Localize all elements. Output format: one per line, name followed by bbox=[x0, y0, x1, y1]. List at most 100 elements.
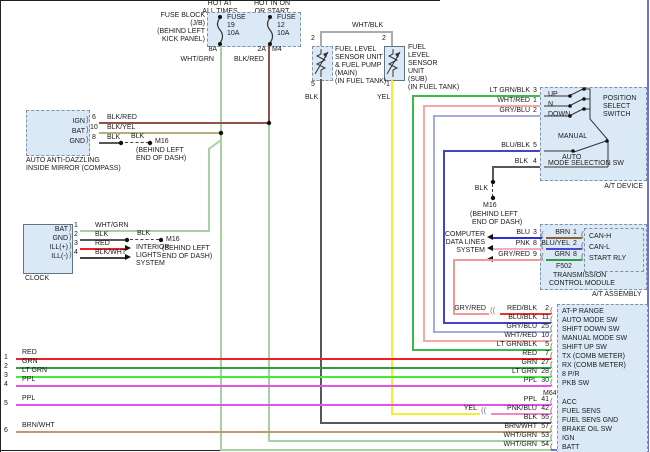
ground-m16: M16 bbox=[155, 138, 169, 145]
wire-number: 1 bbox=[4, 354, 8, 361]
pin-connector: ( bbox=[541, 230, 544, 239]
terminal-label: BRAKE OIL SW bbox=[562, 426, 612, 433]
fuel-sub-label3: SENSOR bbox=[408, 60, 438, 67]
pin-connector: ( bbox=[581, 241, 584, 250]
pin-number: 2 bbox=[545, 305, 549, 312]
pin-number: 53 bbox=[541, 432, 549, 439]
mirror-caption2: INSIDE MIRROR (COMPASS) bbox=[26, 165, 121, 172]
computer-data-lines1: COMPUTER bbox=[444, 231, 485, 238]
wire-pnk bbox=[493, 248, 542, 250]
pin-connector: ) bbox=[69, 241, 72, 250]
terminal-label: TX (COMB METER) bbox=[562, 353, 625, 360]
connector-f502: F502 bbox=[556, 263, 572, 270]
start-rly-label: START RLY bbox=[589, 255, 627, 262]
position-select-switch1: POSITION bbox=[603, 95, 637, 102]
wire-label: GRN bbox=[22, 358, 38, 365]
position-select-switch3: SWITCH bbox=[603, 111, 631, 118]
mode-selection-sw-label: MODE SELECTION SW bbox=[548, 160, 624, 167]
pin-connector: ( bbox=[550, 369, 553, 378]
pin-connector: ( bbox=[541, 252, 544, 261]
splice-label: BLK bbox=[137, 230, 151, 237]
fuse2-number: 12 bbox=[277, 22, 285, 29]
fuse1-pin: 8A bbox=[208, 46, 217, 53]
auto-label: AUTO bbox=[562, 154, 582, 161]
wire-segment bbox=[220, 449, 551, 451]
wire-label-blkwht-clock: BLK/WHT bbox=[95, 249, 127, 256]
interior-lights-arrow bbox=[125, 254, 131, 260]
pin-number: 10 bbox=[541, 332, 549, 339]
computer-data-lines3: SYSTEM bbox=[456, 247, 485, 254]
clock-box bbox=[23, 224, 73, 274]
terminal-label: FUEL SENS GND bbox=[562, 417, 619, 424]
clock-pin3-num: 3 bbox=[74, 240, 78, 247]
wire-label: GRY/RED bbox=[454, 305, 486, 312]
wire-label-blkyel: BLK/YEL bbox=[107, 124, 136, 131]
pin-number: 41 bbox=[541, 396, 549, 403]
pin-connector: ( bbox=[550, 324, 553, 333]
atdev-pin3: 3 bbox=[533, 87, 537, 94]
fuse-block-title2: (J/B) bbox=[190, 20, 205, 27]
ground-m16: M16 bbox=[166, 236, 180, 243]
pin-number: 11 bbox=[541, 314, 549, 321]
fuse-block-title3: (BEHIND LEFT bbox=[157, 28, 205, 35]
wire-blkred-vertical bbox=[268, 45, 270, 123]
fuel-main-label4: (MAIN) bbox=[335, 70, 358, 77]
atdev-pin5: 5 bbox=[533, 142, 537, 149]
border-left bbox=[0, 0, 1, 452]
pin-connector: ) bbox=[69, 250, 72, 259]
wire-label: GRY/BLU bbox=[506, 323, 537, 330]
wire-segment bbox=[433, 331, 551, 333]
wire-whtgrn-trunk bbox=[220, 45, 222, 451]
wire-blk-mirror bbox=[99, 142, 121, 144]
wire-whtblk bbox=[320, 31, 393, 33]
wire-label: YEL bbox=[463, 405, 477, 412]
wire-whtblk-stub-sub bbox=[391, 33, 393, 46]
wire-label-blk-modesw: BLK bbox=[514, 158, 528, 165]
wire-label-ltgrnblk: LT GRN/BLK bbox=[489, 87, 530, 94]
terminal-label: AT-P RANGE bbox=[562, 308, 604, 315]
wire-label: PPL bbox=[22, 395, 36, 402]
fuel-main-label3: & FUEL PUMP bbox=[335, 62, 382, 69]
wire-label: RED bbox=[522, 350, 537, 357]
atdev-pin1: 1 bbox=[533, 97, 537, 104]
wire-label: GRN bbox=[521, 359, 537, 366]
wire-label-blk-mirror: BLK bbox=[107, 134, 121, 141]
fuel-sub-label5: (SUB) bbox=[408, 76, 428, 83]
pin-connector: ( bbox=[550, 442, 553, 451]
pin-number: 57 bbox=[541, 423, 549, 430]
interior-lights-label3: SYSTEM bbox=[136, 260, 165, 267]
tcm-caption1: TRANSMISSION bbox=[553, 272, 607, 279]
wire-number: 2 bbox=[4, 363, 8, 370]
wire-label-bluyel: BLU/YEL bbox=[541, 240, 570, 247]
fuse1-amps: 10A bbox=[227, 30, 240, 37]
pin-connector: ) bbox=[69, 223, 72, 232]
mirror-pin-bat: BAT bbox=[71, 128, 85, 135]
tcm-inner-pin1: 1 bbox=[573, 229, 577, 236]
wire-blkwht-clock bbox=[80, 257, 125, 259]
tcm-pin8: 8 bbox=[533, 240, 537, 247]
wire-gryblu-v bbox=[433, 115, 435, 333]
hot-label-1: HOT AT bbox=[207, 0, 233, 7]
wire-number: 4 bbox=[4, 381, 8, 388]
pin-number: 30 bbox=[541, 377, 549, 384]
wire-whtgrn-clock bbox=[80, 230, 209, 232]
pin-connector: ( bbox=[550, 415, 553, 424]
mirror-pin-ign-num: 6 bbox=[92, 114, 96, 121]
mirror-caption1: AUTO ANTI-DAZZLING bbox=[26, 157, 100, 164]
wire-label: BRN/WHT bbox=[22, 422, 55, 429]
fuel-sub-box bbox=[384, 46, 405, 81]
inline-connector: (( bbox=[490, 306, 496, 315]
wire-label: LT GRN bbox=[511, 368, 537, 375]
fuse1-number: 19 bbox=[227, 22, 235, 29]
tcm-inner-pin8: 8 bbox=[573, 251, 577, 258]
border-top bbox=[0, 0, 440, 1]
wire-label-whtblk: WHT/BLK bbox=[352, 22, 384, 29]
wire-segment bbox=[443, 322, 551, 324]
splice-dashed-wire bbox=[130, 239, 159, 240]
wire-label-blkred: BLK/RED bbox=[107, 114, 137, 121]
fuel-main-box bbox=[312, 46, 333, 81]
manual-label: MANUAL bbox=[558, 133, 588, 140]
wire-ltgrnblk-h bbox=[412, 95, 542, 97]
wire-label-red-clock: RED bbox=[95, 240, 110, 247]
pin-connector: ( bbox=[550, 424, 553, 433]
